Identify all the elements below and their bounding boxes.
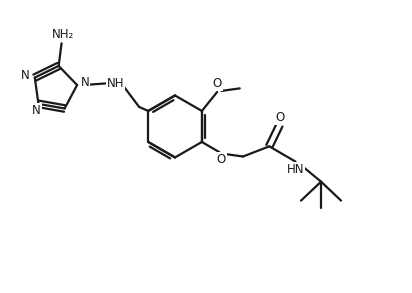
- Text: O: O: [217, 153, 226, 166]
- Text: N: N: [32, 104, 41, 117]
- Text: N: N: [21, 69, 30, 82]
- Text: O: O: [213, 77, 222, 91]
- Text: NH₂: NH₂: [52, 28, 75, 41]
- Text: HN: HN: [287, 163, 304, 176]
- Text: O: O: [276, 111, 285, 125]
- Text: N: N: [81, 76, 89, 88]
- Text: NH: NH: [107, 77, 124, 90]
